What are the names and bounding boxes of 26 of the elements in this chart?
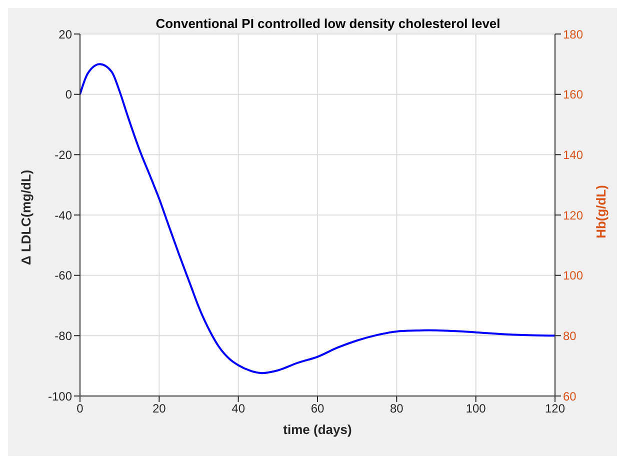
x-tick-label: 120: [544, 402, 566, 416]
y2-tick-label: 180: [563, 27, 584, 42]
y2-axis-title: Hb(g/dL): [594, 185, 609, 238]
x-axis-title: time (days): [283, 422, 352, 437]
chart-title: Conventional PI controlled low density cholesterol level: [156, 16, 500, 31]
y-tick-label: 0: [65, 88, 72, 102]
x-tick-label: 40: [232, 402, 246, 416]
x-tick-label: 100: [466, 402, 486, 416]
line-series: [80, 63, 555, 374]
y2-tick-label: 120: [563, 208, 584, 222]
y2-tick-label: 140: [563, 148, 584, 162]
y-tick-label: -20: [54, 148, 72, 162]
x-tick-label: 20: [152, 402, 166, 416]
y2-tick-label: 60: [563, 389, 577, 404]
x-tick-label: 60: [310, 402, 324, 416]
x-tick-label: 80: [390, 402, 404, 416]
y2-tick-label: 80: [563, 328, 577, 343]
y2-tick-label: 160: [563, 88, 584, 102]
x-tick-label: 0: [76, 402, 84, 416]
y-tick-label: 20: [58, 27, 72, 42]
y2-tick-label: 100: [563, 268, 584, 283]
y-axis-title: Δ LDLC(mg/dL): [18, 170, 34, 265]
y-tick-label: -60: [54, 268, 72, 283]
y-tick-label: -80: [54, 328, 72, 343]
y-tick-label: -40: [54, 208, 72, 222]
y-tick-label: -100: [48, 389, 72, 404]
